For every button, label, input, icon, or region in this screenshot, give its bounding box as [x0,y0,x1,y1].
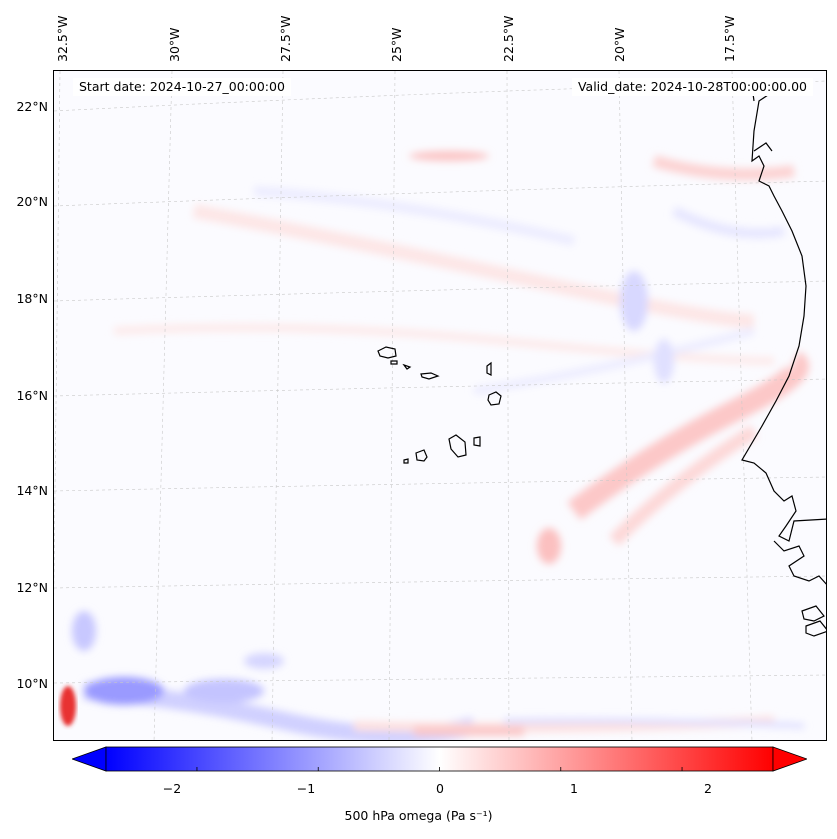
lat-label: 14°N [16,483,48,498]
omega-field [54,71,826,740]
lon-label: 27.5°W [278,15,293,62]
lat-label: 12°N [16,580,48,595]
lon-label: 30°W [167,27,182,62]
colorbar [72,746,807,772]
map-panel [53,70,827,741]
lat-label: 16°N [16,388,48,403]
lat-label: 18°N [16,291,48,306]
colorbar-label: 500 hPa omega (Pa s⁻¹) [344,808,493,823]
lat-label: 20°N [16,194,48,209]
start-date-label: Start date: 2024-10-27_00:00:00 [73,78,291,96]
colorbar-tick-label: −1 [296,781,316,796]
lon-label: 25°W [389,27,404,62]
colorbar-tick-label: −2 [162,781,182,796]
colorbar-extend-min [72,746,107,772]
lon-label: 17.5°W [722,15,737,62]
valid-date-label: Valid_date: 2024-10-28T00:00:00.00 [571,78,813,96]
graticule [54,71,826,740]
lon-label: 22.5°W [501,15,516,62]
colorbar-tick-label: 2 [704,781,712,796]
omega-anomalies [72,151,809,740]
colorbar-tick-label: 0 [436,781,444,796]
lat-label: 22°N [16,99,48,114]
colorbar-extend-max [772,746,807,772]
colorbar-tick-label: 1 [570,781,578,796]
lat-label: 10°N [16,676,48,691]
lon-label: 20°W [612,27,627,62]
lon-label: 32.5°W [55,15,70,62]
